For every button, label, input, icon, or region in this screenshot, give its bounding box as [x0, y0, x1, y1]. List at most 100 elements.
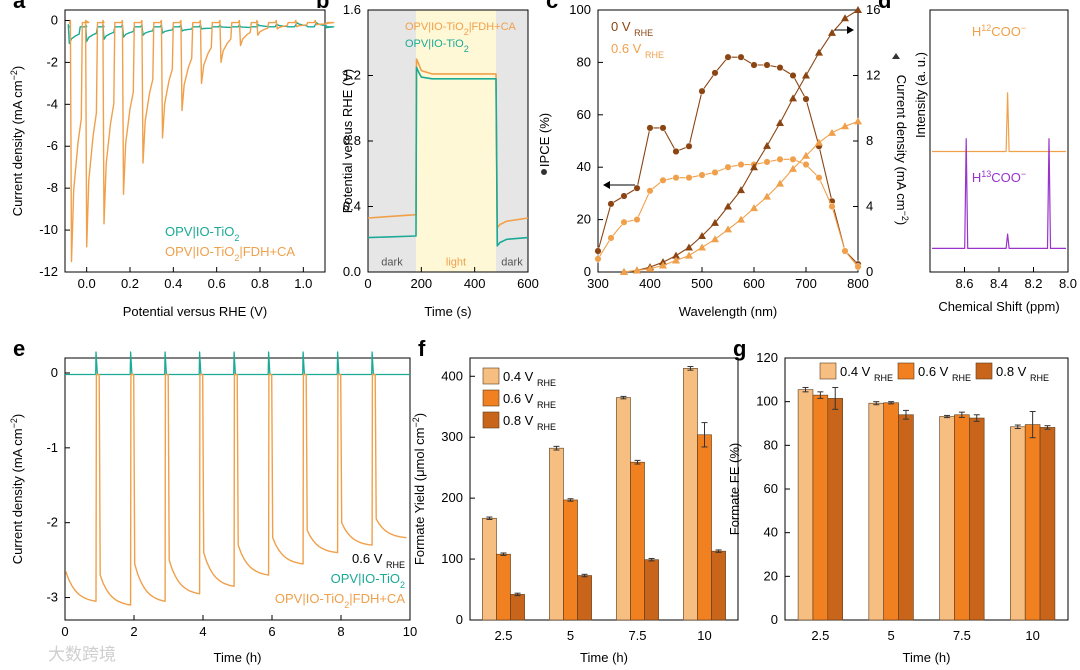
series-line [367, 66, 529, 247]
x-tick-label: 0.6 [208, 276, 226, 291]
y-tick-label: 1.2 [343, 68, 361, 83]
data-point [828, 202, 836, 211]
plot-frame [469, 357, 739, 621]
x-tick-label: 5 [888, 628, 895, 643]
bar [898, 414, 914, 621]
data-point [594, 247, 602, 255]
legend-entry: OPV|IO-TiO2 [165, 224, 239, 243]
x-axis-label: Time (h) [903, 650, 951, 665]
x-tick-label: 500 [691, 276, 713, 291]
x-axis-label: Chemical Shift (ppm) [938, 299, 1059, 314]
bar [1010, 426, 1026, 621]
bar [711, 550, 726, 621]
x-tick-label: 0.0 [78, 276, 96, 291]
data-point [646, 264, 654, 272]
data-point [711, 168, 719, 176]
y-axis-label: Current density (mA cm−2) [9, 414, 25, 564]
y-tick-label: -4 [46, 96, 58, 111]
data-point [672, 256, 680, 264]
y-tick-label: 120 [756, 350, 778, 365]
y-tick-label: 80 [764, 437, 778, 452]
arrow-right-head [847, 26, 854, 34]
data-point [737, 215, 745, 223]
y-tick-label: 0 [51, 12, 58, 27]
legend-swatch [975, 362, 993, 380]
y-tick-label: 100 [441, 551, 463, 566]
data-point [633, 216, 641, 224]
y-tick-label: -1 [46, 440, 58, 455]
data-point [633, 184, 641, 192]
x-tick-label: 10 [1025, 628, 1039, 643]
bar [630, 461, 645, 621]
y-tick-label: 0.0 [343, 264, 361, 279]
panel-letter: d [878, 0, 891, 13]
data-point [815, 174, 823, 182]
legend-entry: 0.6 V RHE [503, 391, 556, 410]
y-axis-label: Formate FE (%) [727, 443, 742, 535]
data-point [698, 243, 706, 251]
data-point [620, 218, 628, 226]
data-point [659, 176, 667, 184]
bar [697, 434, 712, 621]
region-label: light [446, 256, 466, 268]
data-point [672, 174, 680, 182]
x-axis-label: Wavelength (nm) [679, 304, 778, 319]
x-tick-label: 8 [337, 624, 344, 639]
y-tick-label: 60 [764, 481, 778, 496]
panel-letter: g [733, 336, 746, 361]
legend-swatch [482, 389, 500, 407]
watermark-text: 大数跨境 [48, 645, 116, 664]
region-light [416, 10, 496, 272]
ylabel-marker [541, 169, 547, 175]
data-point [750, 61, 758, 69]
bar [1024, 424, 1041, 621]
y-tick-label: 0 [771, 612, 778, 627]
data-point [672, 147, 680, 156]
bar [868, 402, 884, 621]
data-point [711, 218, 719, 226]
legend-entry: 0.4 V RHE [503, 369, 556, 388]
data-point [763, 141, 771, 149]
x-tick-label: 0.2 [121, 276, 139, 291]
series-line [597, 56, 859, 265]
y-tick-label: 0.8 [343, 133, 361, 148]
data-point [828, 128, 836, 136]
x-tick-label: 7.5 [953, 628, 971, 643]
data-point [815, 138, 823, 146]
peak-label: H13COO− [972, 169, 1026, 185]
bar [797, 389, 814, 621]
data-point [854, 6, 862, 13]
data-point [607, 234, 615, 242]
bar [577, 575, 592, 621]
data-point [789, 94, 797, 102]
data-point [737, 53, 745, 61]
y-tick-label: 80 [577, 54, 591, 69]
data-point [646, 124, 654, 132]
bar [1039, 427, 1056, 621]
y-tick-label: 1.6 [343, 2, 361, 17]
data-point [789, 164, 797, 172]
panel-letter: b [316, 0, 329, 13]
y2-tick-label: 12 [866, 68, 880, 83]
x-tick-label: 300 [587, 276, 609, 291]
panel-letter: e [13, 336, 25, 361]
y-axis-label: Formate Yield (μmol cm−2) [411, 413, 427, 565]
data-point [737, 161, 745, 169]
y-tick-label: 400 [441, 368, 463, 383]
data-point [802, 95, 810, 103]
panel-letter: c [546, 0, 558, 13]
bar [683, 368, 698, 621]
bar [482, 517, 497, 621]
plot-frame [64, 357, 411, 621]
data-point [685, 174, 693, 182]
bar [563, 499, 578, 621]
legend-entry: OPV|IO-TiO2|FDH+CA [405, 21, 517, 37]
x-tick-label: 8.4 [990, 276, 1008, 291]
bar [969, 417, 985, 621]
y-tick-label: -12 [39, 264, 58, 279]
y-tick-label: 40 [764, 525, 778, 540]
x-tick-label: 2.5 [811, 628, 829, 643]
legend-entry: OPV|IO-TiO2 [405, 38, 469, 54]
legend-swatch [819, 362, 837, 380]
